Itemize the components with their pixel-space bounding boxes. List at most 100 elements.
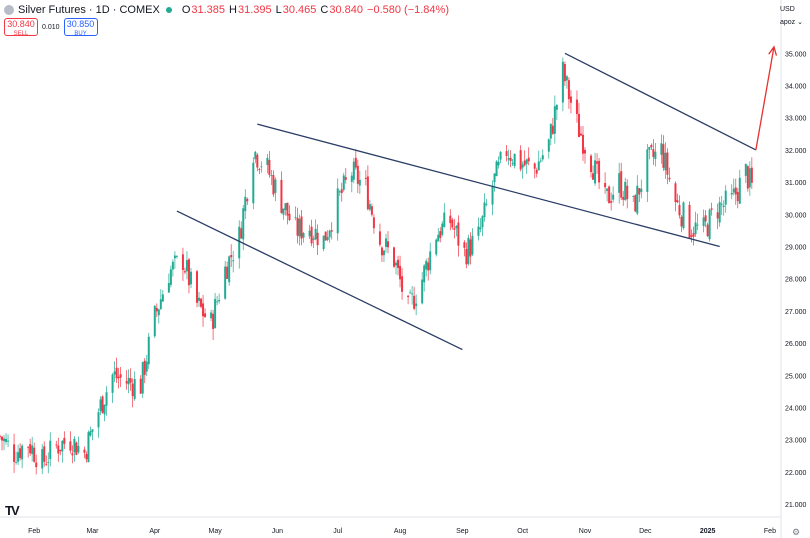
price-tick-label: 31.000 bbox=[785, 180, 807, 187]
scale-selector[interactable]: apoz ⌄ bbox=[780, 16, 808, 29]
candle-body bbox=[153, 305, 156, 337]
candles-layer bbox=[0, 57, 753, 475]
candle-body bbox=[141, 362, 144, 394]
price-tick-label: 21.000 bbox=[785, 502, 807, 509]
candle-body bbox=[338, 191, 341, 193]
candle-body bbox=[674, 183, 677, 202]
candle-body bbox=[399, 265, 402, 280]
candle-body bbox=[115, 367, 118, 379]
candle-body bbox=[256, 154, 259, 168]
candle-body bbox=[69, 441, 72, 451]
candle-body bbox=[720, 203, 723, 205]
candle-body bbox=[750, 167, 753, 183]
candle-body bbox=[254, 151, 257, 160]
tradingview-logo-icon[interactable]: TV bbox=[5, 503, 20, 518]
candle-body bbox=[413, 295, 416, 309]
market-status-icon bbox=[165, 7, 172, 13]
candle-body bbox=[113, 371, 116, 375]
candle-body bbox=[63, 437, 66, 444]
time-tick-label: Aug bbox=[394, 528, 407, 535]
candle-body bbox=[224, 266, 227, 299]
candle-body bbox=[370, 206, 373, 215]
candle-body bbox=[479, 227, 482, 230]
candle-body bbox=[111, 374, 114, 393]
low-label: L bbox=[275, 4, 282, 16]
candle-body bbox=[145, 361, 148, 372]
scale-label: apoz bbox=[780, 19, 796, 26]
candle-body bbox=[288, 213, 291, 221]
candle-body bbox=[533, 163, 536, 169]
candle-body bbox=[366, 176, 369, 210]
candle-body bbox=[610, 201, 613, 203]
candle-body bbox=[622, 196, 625, 200]
candle-body bbox=[491, 185, 494, 205]
candle-body bbox=[453, 228, 456, 230]
candle-body bbox=[429, 251, 432, 271]
candle-body bbox=[704, 215, 707, 222]
gear-icon[interactable]: ⚙ bbox=[792, 527, 801, 537]
candle-body bbox=[3, 438, 6, 442]
candle-body bbox=[640, 188, 643, 193]
time-axis: Feb Mar Apr May Jun Jul Aug Sep Oct Nov Dec 2025 Feb bbox=[0, 516, 781, 535]
candle-body bbox=[324, 231, 327, 241]
candle-body bbox=[5, 438, 8, 442]
candle-body bbox=[57, 445, 60, 454]
drawings-layer bbox=[176, 45, 778, 351]
candle-body bbox=[561, 61, 564, 103]
candle-body bbox=[181, 254, 184, 271]
candle-body bbox=[240, 228, 243, 239]
candle-body bbox=[537, 161, 540, 171]
candle-body bbox=[210, 312, 213, 319]
candle-body bbox=[710, 208, 713, 210]
currency-label: USD bbox=[780, 6, 795, 13]
candle-body bbox=[596, 161, 599, 164]
candle-body bbox=[481, 216, 484, 228]
sell-button[interactable]: 30.840 SELL bbox=[4, 18, 38, 37]
candle-body bbox=[342, 175, 345, 190]
currency-selector[interactable]: USD bbox=[780, 3, 808, 16]
candle-body bbox=[525, 159, 528, 164]
price-tick-label: 28.000 bbox=[785, 277, 807, 284]
candle-body bbox=[27, 446, 30, 448]
candle-body bbox=[364, 177, 367, 179]
candle-body bbox=[527, 157, 530, 162]
silver-symbol-icon bbox=[4, 5, 14, 15]
candle-body bbox=[169, 269, 172, 285]
candle-body bbox=[513, 153, 516, 167]
buy-button[interactable]: 30.850 BUY bbox=[63, 18, 98, 37]
price-tick-label: 25.000 bbox=[785, 373, 807, 380]
buy-price: 30.850 bbox=[66, 19, 95, 29]
high-label: H bbox=[229, 4, 237, 16]
candle-body bbox=[129, 378, 132, 383]
candle-body bbox=[694, 222, 697, 235]
candle-body bbox=[620, 171, 623, 198]
candle-body bbox=[608, 186, 611, 204]
candle-body bbox=[0, 436, 1, 437]
candle-body bbox=[409, 292, 412, 294]
candle-body bbox=[204, 313, 207, 317]
time-tick-label: Feb bbox=[28, 528, 40, 535]
spread-value: 0.010 bbox=[42, 23, 60, 31]
candle-body bbox=[555, 105, 558, 110]
candle-body bbox=[483, 202, 486, 217]
candle-body bbox=[266, 157, 269, 166]
candle-body bbox=[198, 297, 201, 301]
candle-body bbox=[551, 125, 554, 134]
close-value: 30.840 bbox=[329, 4, 364, 16]
candle-body bbox=[380, 247, 383, 256]
candle-body bbox=[171, 261, 174, 270]
candle-body bbox=[308, 230, 311, 237]
candle-body bbox=[624, 181, 627, 200]
candle-body bbox=[505, 151, 508, 157]
candle-body bbox=[284, 203, 287, 210]
candle-body bbox=[718, 202, 721, 223]
candle-body bbox=[77, 446, 80, 453]
candle-body bbox=[636, 185, 639, 214]
time-tick-label: Apr bbox=[149, 528, 161, 535]
symbol-title[interactable]: Silver Futures · 1D · COMEX bbox=[18, 4, 160, 16]
candle-body bbox=[358, 179, 361, 186]
candle-body bbox=[435, 239, 438, 255]
time-tick-label: Oct bbox=[517, 528, 528, 535]
candle-body bbox=[29, 444, 32, 454]
